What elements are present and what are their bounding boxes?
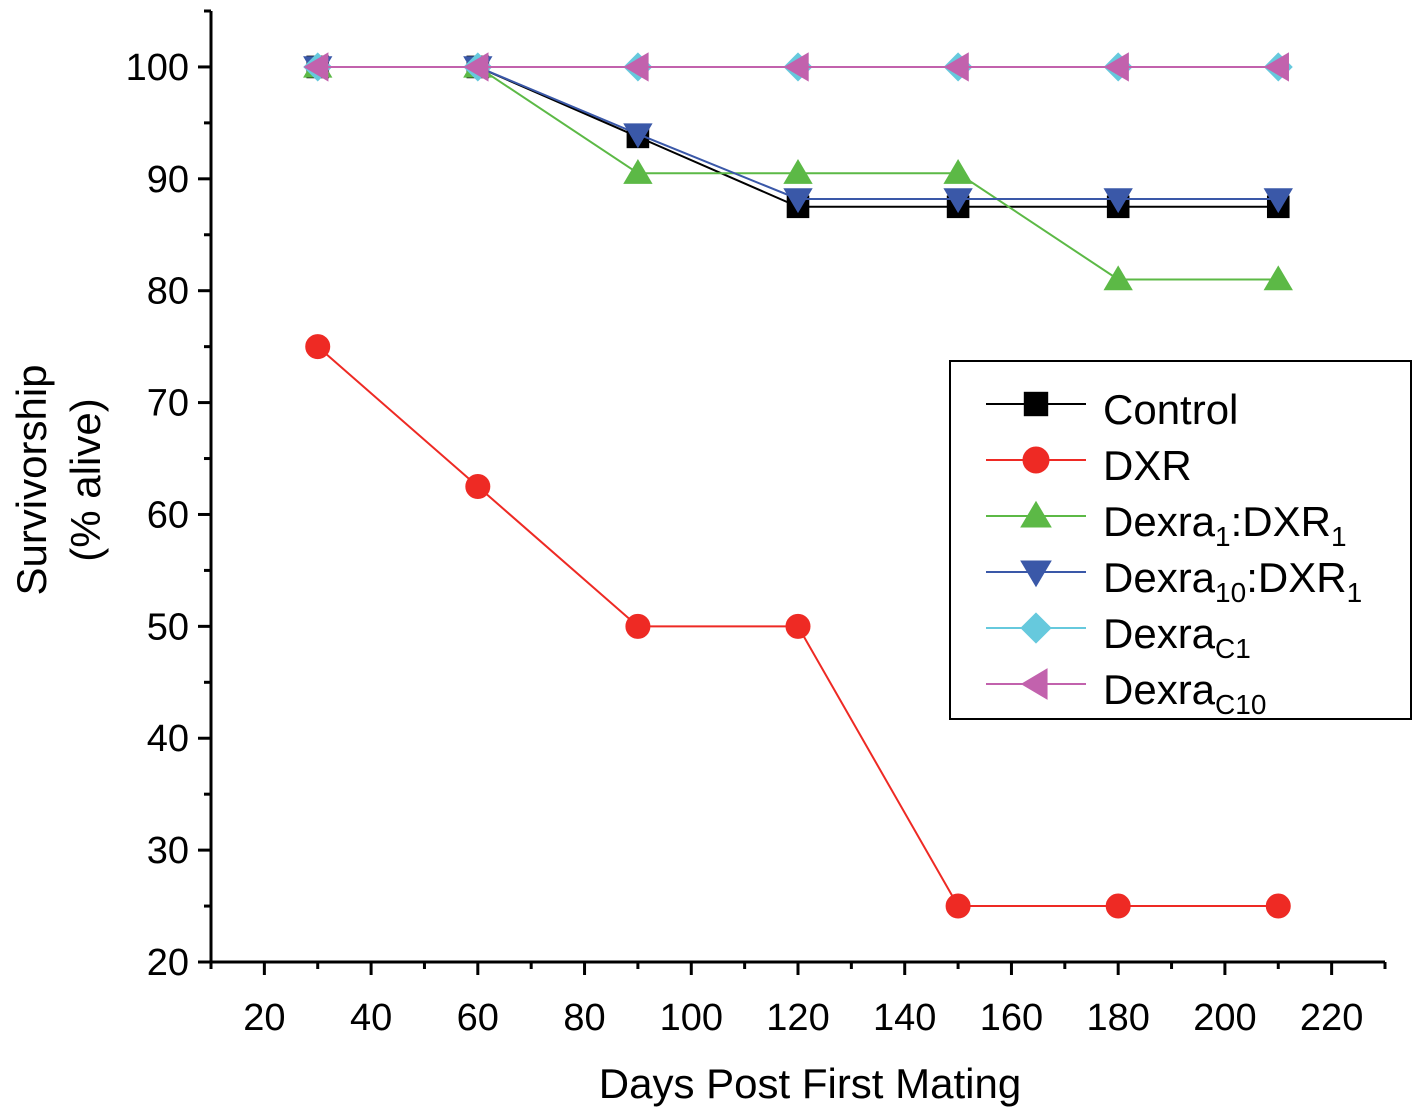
legend-label-part: :DXR xyxy=(1246,554,1346,601)
data-point xyxy=(303,52,329,82)
y-tick-label: 90 xyxy=(147,159,189,201)
legend: ControlDXRDexra1:DXR1Dexra10:DXR1DexraC1… xyxy=(949,360,1412,720)
y-tick-label: 20 xyxy=(147,942,189,984)
legend-item: Control xyxy=(986,386,1238,433)
legend-label: DexraC1 xyxy=(1103,610,1251,664)
y-tick-label: 40 xyxy=(147,718,189,760)
data-point xyxy=(623,159,653,184)
x-tick-label: 40 xyxy=(350,997,392,1039)
series-1 xyxy=(305,334,1291,919)
x-tick-label: 160 xyxy=(980,997,1043,1039)
y-tick-label: 50 xyxy=(147,606,189,648)
data-point xyxy=(783,52,809,82)
data-point xyxy=(943,52,969,82)
data-point xyxy=(305,334,331,360)
legend-label: Dexra10:DXR1 xyxy=(1103,554,1362,608)
data-point xyxy=(1264,52,1289,82)
series-line xyxy=(317,65,1279,208)
data-point xyxy=(943,188,973,214)
data-point xyxy=(1263,188,1293,214)
y-axis-title-line1: Survivorship xyxy=(8,364,55,595)
y-axis-title-line2: (% alive) xyxy=(62,398,109,561)
legend-label-part: Control xyxy=(1103,386,1238,433)
y-tick-label: 100 xyxy=(126,47,189,89)
y-tick-label: 60 xyxy=(147,494,189,536)
axes: 20 40 60 80 100 120 140 160 180 200 22020304050607… xyxy=(126,9,1387,1039)
data-point xyxy=(945,893,971,919)
legend-marker xyxy=(1022,446,1050,474)
legend-label: DXR xyxy=(1103,442,1192,489)
legend-label-part: Dexra xyxy=(1103,666,1216,713)
data-point xyxy=(785,613,811,639)
legend-label: Dexra1:DXR1 xyxy=(1103,498,1347,552)
legend-marker xyxy=(1023,391,1049,417)
x-tick-label: 220 xyxy=(1300,997,1363,1039)
data-point xyxy=(625,613,651,639)
x-tick-label: 200 xyxy=(1193,997,1256,1039)
x-tick-label: 180 xyxy=(1086,997,1149,1039)
legend-marker xyxy=(1020,560,1052,588)
data-point xyxy=(783,159,813,184)
legend-marker xyxy=(1020,612,1052,644)
x-axis-title: Days Post First Mating xyxy=(599,1060,1021,1107)
legend-item: DexraC10 xyxy=(986,666,1266,720)
data-point xyxy=(1263,265,1293,291)
legend-label-part: C10 xyxy=(1215,689,1266,720)
legend-marker xyxy=(1020,668,1048,700)
x-tick-label: 60 xyxy=(457,997,499,1039)
legend-box xyxy=(949,360,1412,720)
legend-label-part: DXR xyxy=(1103,442,1192,489)
y-tick-label: 70 xyxy=(147,383,189,425)
data-point xyxy=(465,474,491,499)
data-point xyxy=(943,159,973,184)
series-layer xyxy=(303,52,1293,919)
data-point xyxy=(1265,893,1291,919)
y-tick-label: 30 xyxy=(147,830,189,872)
series-5 xyxy=(303,52,1289,82)
x-tick-label: 20 xyxy=(243,997,285,1039)
data-point xyxy=(1103,265,1133,291)
x-tick-label: 100 xyxy=(660,997,723,1039)
series-2 xyxy=(303,52,1293,291)
legend-item: DexraC1 xyxy=(986,610,1251,664)
data-point xyxy=(623,52,649,82)
legend-label-part: :DXR xyxy=(1231,498,1331,545)
legend-label-part: C1 xyxy=(1215,633,1251,664)
legend-label: DexraC10 xyxy=(1103,666,1266,720)
legend-label: Control xyxy=(1103,386,1238,433)
data-point xyxy=(783,188,813,214)
x-tick-label: 120 xyxy=(766,997,829,1039)
legend-item: DXR xyxy=(986,442,1192,489)
legend-label-part: 1 xyxy=(1347,577,1363,608)
legend-label-part: Dexra xyxy=(1103,498,1216,545)
data-point xyxy=(623,123,653,149)
legend-label-part: 1 xyxy=(1331,521,1347,552)
legend-label-part: 10 xyxy=(1215,577,1246,608)
legend-item: Dexra1:DXR1 xyxy=(986,498,1347,552)
x-tick-label: 140 xyxy=(873,997,936,1039)
data-point xyxy=(1105,893,1131,919)
legend-label-part: 1 xyxy=(1215,521,1231,552)
data-point xyxy=(1103,52,1129,82)
legend-label-part: Dexra xyxy=(1103,554,1216,601)
legend-item: Dexra10:DXR1 xyxy=(986,554,1362,608)
data-point xyxy=(463,52,489,82)
y-tick-label: 80 xyxy=(147,271,189,313)
legend-marker xyxy=(1020,500,1052,528)
x-tick-label: 80 xyxy=(563,997,605,1039)
legend-label-part: Dexra xyxy=(1103,610,1216,657)
data-point xyxy=(1103,188,1133,214)
